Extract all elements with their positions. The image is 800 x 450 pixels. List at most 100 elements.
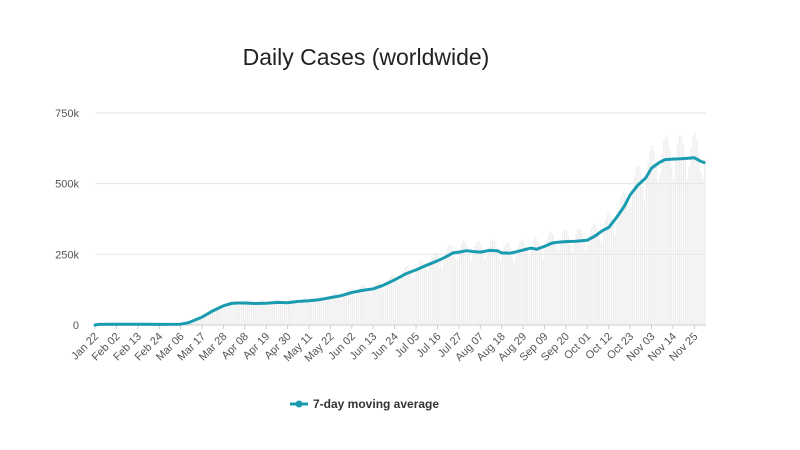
daily-bar (439, 261, 441, 325)
y-axis: 0 250k 500k 750k (55, 108, 79, 332)
grid-lines (95, 112, 706, 326)
daily-bar (591, 227, 593, 325)
daily-bar (552, 234, 554, 325)
daily-bar (293, 300, 295, 325)
daily-bar (593, 223, 595, 325)
y-tick-label: 500k (55, 179, 79, 191)
daily-bar (392, 275, 395, 325)
daily-bar (649, 150, 651, 325)
daily-bar (394, 277, 397, 325)
daily-bar (248, 300, 251, 325)
daily-bar (612, 224, 614, 325)
daily-bar (618, 207, 620, 325)
daily-bar (583, 240, 585, 325)
daily-bar (299, 301, 301, 325)
daily-bar (190, 321, 192, 325)
daily-bar (342, 296, 344, 325)
daily-bar (283, 304, 286, 325)
daily-bar (462, 240, 465, 325)
daily-bar (330, 294, 332, 325)
daily-bar (554, 241, 556, 325)
daily-bar (505, 242, 507, 325)
daily-bar (676, 143, 679, 325)
legend[interactable]: 7-day moving average (290, 397, 439, 411)
daily-bar (560, 239, 562, 325)
daily-bar (647, 162, 649, 325)
daily-bar (511, 253, 513, 325)
daily-bar (279, 301, 282, 325)
daily-bar (546, 239, 548, 325)
daily-bar (501, 252, 504, 325)
daily-bar (449, 244, 451, 325)
daily-bar (433, 253, 435, 325)
daily-bar (641, 186, 644, 325)
daily-bar (682, 143, 685, 325)
daily-bar (369, 294, 371, 325)
daily-bar (665, 134, 667, 325)
daily-bar (421, 260, 424, 325)
daily-bar (538, 242, 541, 325)
daily-bar (441, 268, 443, 325)
daily-bar (209, 313, 212, 325)
daily-bar (318, 296, 321, 325)
daily-bar (215, 307, 218, 325)
daily-bar (332, 293, 334, 325)
daily-bar (217, 306, 219, 325)
daily-bar (320, 296, 323, 325)
daily-bar (338, 296, 340, 325)
daily-bar (655, 163, 657, 325)
daily-bar (361, 285, 363, 325)
daily-bar (371, 289, 373, 325)
daily-bar (659, 173, 661, 325)
daily-bar (587, 245, 589, 325)
daily-bar (616, 221, 618, 325)
daily-bar (324, 300, 326, 325)
daily-bar (219, 305, 221, 325)
daily-bar (608, 213, 611, 325)
daily-bar (425, 269, 428, 325)
daily-bar (256, 303, 258, 325)
daily-bar (435, 252, 437, 325)
daily-bar (495, 246, 498, 325)
daily-bar (491, 239, 494, 325)
daily-bar (344, 292, 346, 325)
daily-bar (272, 301, 274, 325)
daily-bar (274, 299, 276, 325)
daily-bar (326, 301, 328, 325)
daily-bar (408, 267, 410, 325)
daily-bar (674, 159, 677, 325)
series-line-7-day-moving-average[interactable] (93, 156, 706, 327)
daily-bar (431, 256, 433, 325)
daily-bar (614, 234, 616, 325)
daily-bar (419, 259, 422, 325)
daily-bar (571, 252, 574, 325)
daily-bar (493, 241, 496, 325)
daily-bar (221, 305, 223, 325)
daily-bar (581, 232, 583, 325)
daily-bar (400, 276, 402, 325)
daily-bar (610, 216, 613, 325)
daily-bar (258, 301, 260, 325)
daily-bar (534, 237, 537, 325)
daily-bar (312, 301, 315, 325)
daily-bar (480, 244, 482, 325)
daily-bar (680, 135, 683, 325)
daily-bar (569, 245, 572, 325)
daily-bar (536, 238, 539, 325)
daily-bar (575, 233, 577, 325)
daily-bar (626, 198, 628, 325)
daily-bar (346, 290, 348, 325)
daily-bar (678, 134, 681, 325)
daily-bar (688, 166, 690, 325)
daily-bar (563, 229, 566, 325)
daily-bar (340, 299, 342, 325)
daily-bar (388, 277, 391, 325)
daily-bar (246, 299, 249, 325)
daily-bar (382, 289, 385, 325)
daily-bar (262, 300, 264, 325)
daily-bar (700, 172, 702, 325)
daily-bar (445, 252, 447, 325)
daily-bar (270, 303, 272, 325)
y-tick-label: 750k (55, 108, 79, 120)
